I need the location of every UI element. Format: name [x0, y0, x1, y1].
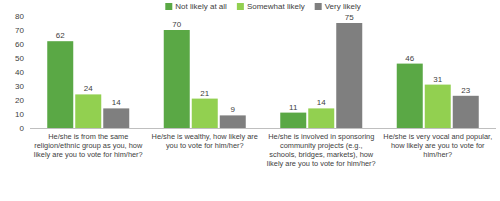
y-tick-label: 70	[15, 26, 24, 35]
x-tick-label: He/she is involved in sponsoringcommunit…	[267, 132, 376, 168]
bar	[425, 85, 451, 128]
label-line: you to vote for him/her?	[166, 141, 244, 150]
x-tick-label: He/she is very vocal and popular,how lik…	[383, 132, 492, 159]
legend: Not likely at all Somewhat likely Very lik…	[165, 2, 360, 11]
y-tick	[28, 72, 30, 73]
data-label: 11	[289, 103, 298, 112]
label-line: likely are you to vote for him/her?	[34, 150, 143, 159]
y-tick	[28, 30, 30, 31]
y-tick-label: 20	[15, 96, 24, 105]
label-line: He/she is involved in sponsoring	[268, 132, 374, 141]
y-tick-label: 10	[15, 110, 24, 119]
data-label: 62	[56, 31, 65, 40]
y-tick-label: 50	[15, 54, 24, 63]
data-label: 70	[172, 20, 181, 29]
legend-swatch	[315, 3, 322, 10]
data-label: 9	[231, 105, 236, 114]
y-tick	[28, 86, 30, 87]
label-line: community projects (e.g.,	[280, 141, 363, 150]
data-label: 21	[200, 89, 209, 98]
y-tick	[28, 100, 30, 101]
label-line: schools, bridges, markets), how	[269, 150, 374, 159]
y-tick-label: 0	[20, 124, 25, 133]
data-label: 14	[317, 98, 326, 107]
bar	[103, 108, 129, 128]
label-line: He/she is wealthy, how likely are	[152, 132, 258, 141]
data-label: 23	[461, 86, 470, 95]
data-labels: 62 70 11 46 24 21 14 31 14 9 75 23	[56, 13, 471, 114]
y-tick	[28, 16, 30, 17]
legend-swatch	[165, 3, 172, 10]
legend-label: Somewhat likely	[247, 2, 305, 11]
bar	[336, 23, 362, 128]
y-tick-label: 60	[15, 40, 24, 49]
bar	[220, 115, 246, 128]
label-line: likely are you to vote for him/her?	[267, 159, 376, 168]
data-label: 75	[345, 13, 354, 22]
bar	[453, 96, 479, 128]
y-tick	[28, 114, 30, 115]
y-tick-label: 40	[15, 68, 24, 77]
label-line: him/her?	[423, 150, 452, 159]
label-line: He/she is very vocal and popular,	[383, 132, 492, 141]
bar	[192, 99, 218, 128]
legend-swatch	[237, 3, 244, 10]
bar	[47, 41, 73, 128]
bar	[397, 64, 423, 128]
bar	[75, 94, 101, 128]
label-line: how likely are you to vote for	[391, 141, 485, 150]
y-tick	[28, 58, 30, 59]
y-tick	[28, 128, 30, 129]
y-tick	[28, 44, 30, 45]
y-tick-label: 80	[15, 12, 24, 21]
bar	[280, 113, 306, 128]
data-label: 14	[112, 98, 121, 107]
bar	[164, 30, 190, 128]
data-label: 24	[84, 84, 93, 93]
bars	[47, 23, 479, 128]
legend-label: Not likely at all	[175, 2, 227, 11]
chart: 0 10 20 30 40 50 60 70 80 62 70 11 46 24 21 14 31 14 9 75 23…	[0, 0, 500, 201]
legend-label: Very likely	[325, 2, 361, 11]
x-axis-line	[30, 128, 496, 129]
bar	[308, 108, 334, 128]
x-tick-label: He/she is wealthy, how likely areyou to …	[152, 132, 258, 150]
label-line: He/she is from the same	[48, 132, 128, 141]
y-tick-label: 30	[15, 82, 24, 91]
data-label: 46	[405, 54, 414, 63]
data-label: 31	[433, 75, 442, 84]
x-tick-label: He/she is from the samereligion/ethnic g…	[34, 132, 143, 159]
label-line: religion/ethnic group as you, how	[34, 141, 143, 150]
